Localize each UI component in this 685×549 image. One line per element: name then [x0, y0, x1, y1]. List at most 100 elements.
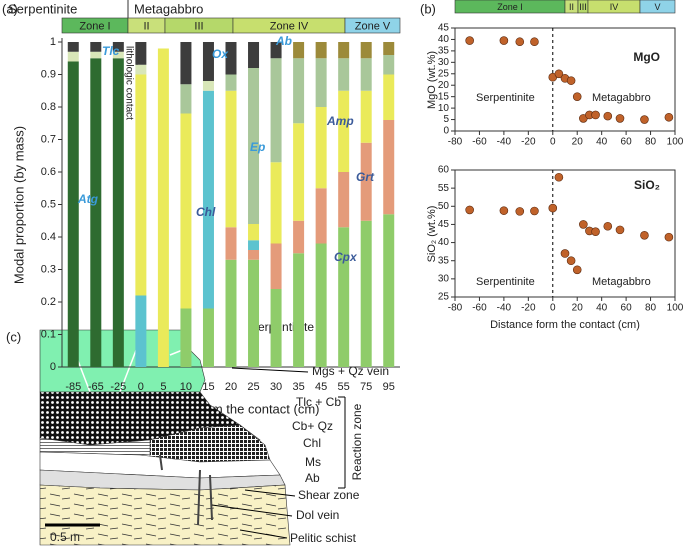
x-tick-label: -60	[472, 137, 487, 148]
y-tick-label: 15	[438, 91, 450, 102]
y-tick-label: 0.8	[41, 101, 56, 113]
diagram-label: Ms	[305, 455, 321, 469]
x-tick-label: 35	[292, 381, 304, 393]
point	[548, 203, 558, 213]
point	[530, 206, 539, 216]
bar-segment	[315, 188, 327, 244]
bar-segment	[180, 42, 192, 85]
x-tick-label: -20	[521, 303, 536, 314]
x-tick-label: -40	[497, 137, 512, 148]
x-tick-label: 80	[645, 303, 657, 314]
x-tick-label: 5	[160, 381, 166, 393]
bar-segment	[202, 90, 214, 309]
bar-segment	[293, 253, 305, 367]
x-tick-label: -20	[521, 137, 536, 148]
x-tick-label: 40	[596, 137, 608, 148]
bar-segment	[180, 308, 192, 367]
x-axis-label: Distance form the contact (cm)	[490, 319, 640, 331]
point	[465, 205, 474, 215]
y-axis-label: SiO₂ (wt.%)	[426, 206, 438, 263]
chart-title: SiO₂	[634, 178, 660, 192]
bar-segment	[202, 81, 214, 91]
x-tick-label: 75	[360, 381, 372, 393]
zone-label: IV	[610, 2, 619, 12]
annotation: Metagabbro	[592, 92, 651, 104]
series-label: Chl	[196, 205, 216, 219]
diagram-label: Tlc + Cb	[296, 395, 341, 409]
bar-segment	[67, 42, 79, 52]
bar-segment	[360, 90, 372, 143]
y-tick-label: 30	[438, 273, 450, 284]
x-tick-label: -85	[65, 381, 81, 393]
bar-segment	[157, 48, 169, 367]
bar-segment	[248, 42, 260, 68]
bar-segment	[270, 58, 282, 163]
x-tick-label: 0	[138, 381, 144, 393]
bar-segment	[338, 172, 350, 228]
bar-segment	[225, 74, 237, 91]
diagram-label: Mgs + Qz vein	[312, 364, 389, 378]
y-tick-label: 35	[438, 255, 450, 266]
series-label: Ox	[212, 47, 229, 61]
point	[615, 225, 625, 235]
point	[591, 110, 600, 120]
point	[515, 207, 525, 216]
bar-segment	[338, 58, 350, 91]
y-tick-label: 20	[438, 80, 450, 91]
bar-segment	[202, 308, 214, 367]
point	[499, 206, 509, 215]
x-tick-label: 60	[621, 303, 633, 314]
x-tick-label: 95	[383, 381, 395, 393]
annotation: lithologic contact	[123, 46, 134, 120]
bar-segment	[225, 42, 237, 75]
bar-segment	[112, 42, 124, 52]
plot-frame	[454, 27, 676, 132]
bar-segment	[383, 42, 395, 55]
series-label: Tlc	[102, 44, 120, 58]
bar-segment	[360, 58, 372, 91]
y-tick-label: 0	[443, 126, 449, 137]
annotation: Serpentinite	[476, 92, 535, 104]
y-tick-label: 1	[50, 36, 56, 48]
y-tick-label: 5	[443, 114, 449, 125]
panel-label: (c)	[6, 329, 21, 344]
bar-segment	[90, 58, 102, 367]
bar-segment	[293, 42, 305, 59]
diagram-label: Serpentinite	[250, 320, 314, 334]
bar-segment	[360, 42, 372, 59]
bar-segment	[135, 295, 147, 367]
bar-segment	[338, 42, 350, 59]
panel-label: (a)	[2, 1, 18, 16]
series-label: Ab	[275, 34, 292, 48]
point	[603, 111, 613, 121]
y-tick-label: 25	[438, 68, 450, 79]
series-label: Grt	[356, 170, 375, 184]
bar-segment	[90, 51, 102, 59]
y-tick-label: 10	[438, 103, 450, 114]
bar-segment	[270, 289, 282, 367]
series-label: Atg	[77, 192, 99, 206]
diagram-label: Shear zone	[298, 488, 360, 502]
point	[566, 76, 576, 85]
y-tick-label: 0.6	[41, 166, 56, 178]
chart-title: MgO	[633, 50, 660, 64]
x-tick-label: 30	[270, 381, 282, 393]
y-tick-label: 0.5	[41, 198, 56, 210]
annotation: Serpentinite	[476, 276, 535, 288]
y-axis-label: MgO (wt.%)	[426, 51, 438, 109]
bar-segment	[315, 58, 327, 107]
y-tick-label: 60	[438, 165, 450, 176]
bar-segment	[248, 250, 260, 260]
x-tick-label: 10	[180, 381, 192, 393]
diagram-label: Pelitic schist	[290, 531, 357, 545]
point	[591, 227, 600, 236]
diagram-label: Chl	[303, 436, 321, 450]
point	[640, 231, 649, 240]
bar-segment	[225, 259, 237, 367]
y-tick-label: 45	[438, 23, 450, 34]
point	[530, 37, 539, 47]
series-label: Cpx	[334, 250, 358, 264]
bar-segment	[180, 84, 192, 114]
point	[572, 92, 582, 101]
bar-segment	[248, 224, 260, 241]
